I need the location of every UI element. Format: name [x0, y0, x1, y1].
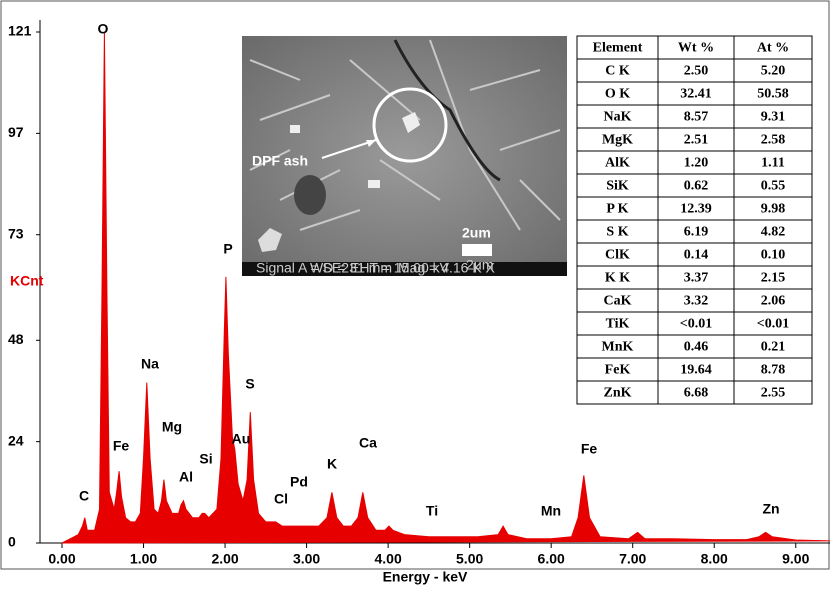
table-cell: 12.39: [680, 202, 712, 217]
table-cell: FeK: [605, 363, 631, 378]
table-cell: NaK: [604, 110, 632, 125]
table-cell: 0.46: [684, 340, 709, 355]
x-tick-label: 4.00: [374, 551, 401, 567]
peak-label: Ti: [426, 503, 438, 519]
y-tick-label: 73: [8, 225, 24, 241]
x-tick-label: 5.00: [456, 551, 483, 567]
table-cell: MgK: [602, 133, 633, 148]
peak-label: Fe: [581, 441, 598, 457]
table-cell: 1.20: [684, 156, 709, 171]
x-tick-label: 7.00: [619, 551, 646, 567]
table-cell: 2.58: [761, 133, 786, 148]
footer-text: 2μm: [466, 257, 494, 273]
peak-label: Na: [141, 356, 159, 372]
table-cell: S K: [606, 225, 628, 240]
scale-bar: [462, 244, 492, 256]
y-axis-label: KCnt: [10, 273, 44, 289]
table-cell: 19.64: [680, 363, 712, 378]
peak-label: Mn: [541, 503, 561, 519]
table-cell: SiK: [606, 179, 629, 194]
table-cell: 8.78: [761, 363, 786, 378]
chart: KCnt Energy - keV DPF ash 2um Signal A =…: [0, 0, 830, 588]
table-cell: 2.50: [684, 64, 709, 79]
table-cell: C K: [605, 64, 630, 79]
x-tick-label: 6.00: [538, 551, 565, 567]
x-tick-label: 9.00: [782, 551, 809, 567]
table-cell: 1.11: [761, 156, 785, 171]
peak-label: Fe: [113, 438, 130, 454]
y-tick-label: 48: [8, 331, 24, 347]
table-cell: 9.31: [761, 110, 786, 125]
table-cell: AlK: [605, 156, 630, 171]
table-cell: 4.82: [761, 225, 786, 240]
peak-label: S: [245, 376, 254, 392]
peak-label: Cl: [274, 491, 288, 507]
y-tick-label: 0: [8, 534, 16, 550]
x-tick-label: 1.00: [130, 551, 157, 567]
table: Element Wt % At % C K 2.50 5.20 O K 32.41 50.58 N…: [577, 36, 812, 404]
x-tick-label: 3.00: [293, 551, 320, 567]
inset-label: DPF ash: [252, 153, 308, 169]
peak-label: Au: [232, 431, 251, 447]
table-header: Element: [593, 41, 643, 56]
particle: [368, 180, 380, 188]
table-cell: ZnK: [603, 386, 631, 401]
table-cell: 5.20: [761, 64, 786, 79]
particle: [290, 125, 300, 133]
table-cell: MnK: [602, 340, 634, 355]
table-cell: 2.06: [761, 294, 786, 309]
table-cell: 0.55: [761, 179, 786, 194]
table-cell: K K: [605, 271, 630, 286]
sem-pore: [294, 175, 326, 215]
table-cell: 0.21: [761, 340, 786, 355]
table-cell: 3.37: [684, 271, 709, 286]
y-tick-label: 97: [8, 124, 24, 140]
table-cell: 2.55: [761, 386, 786, 401]
sem-image: DPF ash 2um Signal A = SE2 WD = 31 mm EH…: [242, 36, 567, 276]
table-cell: 8.57: [684, 110, 709, 125]
table-cell: 32.41: [680, 87, 712, 102]
y-tick-label: 121: [8, 23, 32, 39]
table-cell: 6.19: [684, 225, 709, 240]
table-cell: TiK: [606, 317, 630, 332]
x-tick-label: 0.00: [48, 551, 75, 567]
table-header: Wt %: [678, 41, 714, 56]
x-tick-label: 2.00: [211, 551, 238, 567]
peak-label: Mg: [162, 419, 182, 435]
table-cell: 0.14: [684, 248, 709, 263]
table-cell: P K: [606, 202, 628, 217]
table-cell: 2.51: [684, 133, 709, 148]
table-header: At %: [757, 41, 789, 56]
peak-label: Ca: [359, 435, 377, 451]
table-cell: 50.58: [757, 87, 789, 102]
peak-label: O: [98, 21, 109, 37]
table-cell: <0.01: [680, 317, 712, 332]
scale-label: 2um: [462, 225, 491, 241]
table-cell: 2.15: [761, 271, 786, 286]
table-cell: 6.68: [684, 386, 709, 401]
table-cell: 9.98: [761, 202, 786, 217]
table-cell: CaK: [604, 294, 632, 309]
peak-label: Al: [179, 469, 193, 485]
peak-label: Si: [199, 451, 212, 467]
y-tick-label: 24: [8, 432, 24, 448]
table-cell: 3.32: [684, 294, 709, 309]
x-tick-label: 8.00: [701, 551, 728, 567]
peak-label: C: [79, 488, 89, 504]
table-cell: 0.10: [761, 248, 786, 263]
table-cell: ClK: [605, 248, 630, 263]
peak-label: Pd: [290, 474, 308, 490]
x-axis-label: Energy - keV: [383, 569, 468, 585]
peak-label: Zn: [762, 501, 779, 517]
table-cell: 0.62: [684, 179, 709, 194]
peak-label: K: [327, 456, 337, 472]
table-cell: O K: [605, 87, 630, 102]
table-cell: <0.01: [757, 317, 789, 332]
peak-label: P: [223, 241, 232, 257]
